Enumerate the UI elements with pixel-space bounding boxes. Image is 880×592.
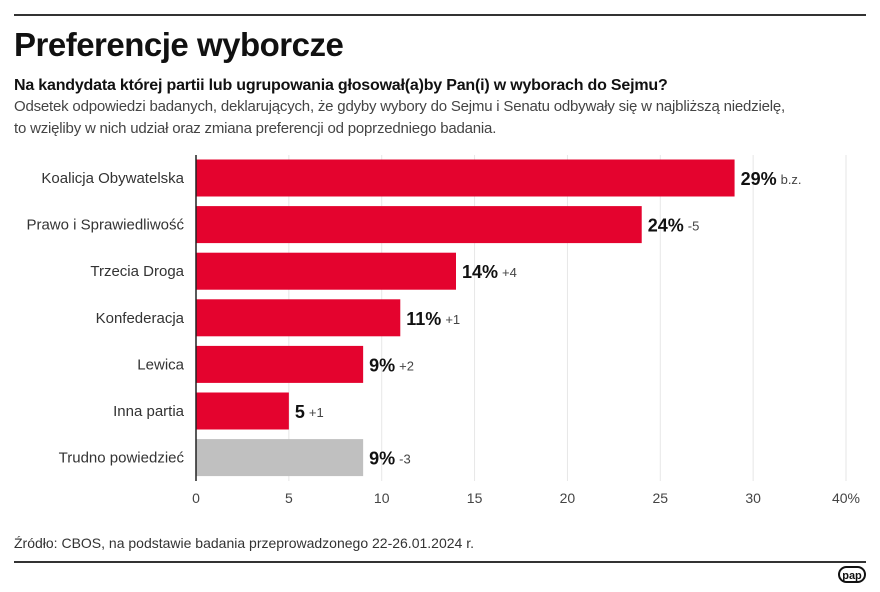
bottom-rule — [14, 561, 866, 563]
x-tick-label: 15 — [467, 490, 483, 506]
category-label: Prawo i Sprawiedliwość — [26, 217, 184, 234]
subtitle-line-2: to wzięliby w nich udział oraz zmiana pr… — [14, 120, 497, 137]
category-label: Trudno powiedzieć — [59, 450, 185, 467]
change-label: +1 — [309, 405, 324, 420]
change-label: -3 — [399, 452, 411, 467]
x-tick-label: 0 — [192, 490, 200, 506]
value-label: 24% — [648, 216, 684, 236]
change-label: +1 — [445, 312, 460, 327]
bar — [196, 159, 735, 197]
value-label: 9% — [369, 449, 395, 469]
category-label: Konfederacja — [96, 310, 185, 327]
pap-logo: pap — [838, 566, 866, 583]
bar — [196, 345, 364, 383]
category-label: Lewica — [137, 356, 184, 373]
change-label: -5 — [688, 219, 700, 234]
change-label: b.z. — [781, 172, 802, 187]
x-tick-label: 20 — [560, 490, 576, 506]
category-label: Inna partia — [113, 403, 185, 420]
bar — [196, 439, 364, 477]
value-label: 11% — [406, 309, 441, 329]
bar — [196, 299, 401, 337]
change-label: +4 — [502, 265, 517, 280]
source-note: Źródło: CBOS, na podstawie badania przep… — [14, 535, 474, 551]
change-label: +2 — [399, 358, 414, 373]
page-title: Preferencje wyborcze — [14, 26, 344, 63]
category-label: Trzecia Droga — [90, 263, 184, 280]
bar — [196, 252, 456, 290]
bar-chart: 0 5 10 15 20 25 30 40% Koalicja Obywatelska 29% b.… — [26, 155, 860, 506]
question: Na kandydata której partii lub ugrupowan… — [14, 77, 668, 94]
x-tick-label: 10 — [374, 490, 390, 506]
value-label: 9% — [369, 355, 395, 375]
value-label: 29% — [741, 169, 777, 189]
x-tick-label: 25 — [652, 490, 668, 506]
bar — [196, 206, 642, 244]
top-rule — [14, 14, 866, 16]
category-label: Koalicja Obywatelska — [41, 170, 184, 187]
x-tick-label: 40% — [832, 490, 860, 506]
bar — [196, 392, 289, 430]
x-tick-label: 30 — [745, 490, 761, 506]
subtitle-line-1: Odsetek odpowiedzi badanych, deklarujący… — [14, 98, 785, 115]
value-label: 14% — [462, 262, 498, 282]
value-label: 5 — [295, 402, 305, 422]
x-tick-label: 5 — [285, 490, 293, 506]
